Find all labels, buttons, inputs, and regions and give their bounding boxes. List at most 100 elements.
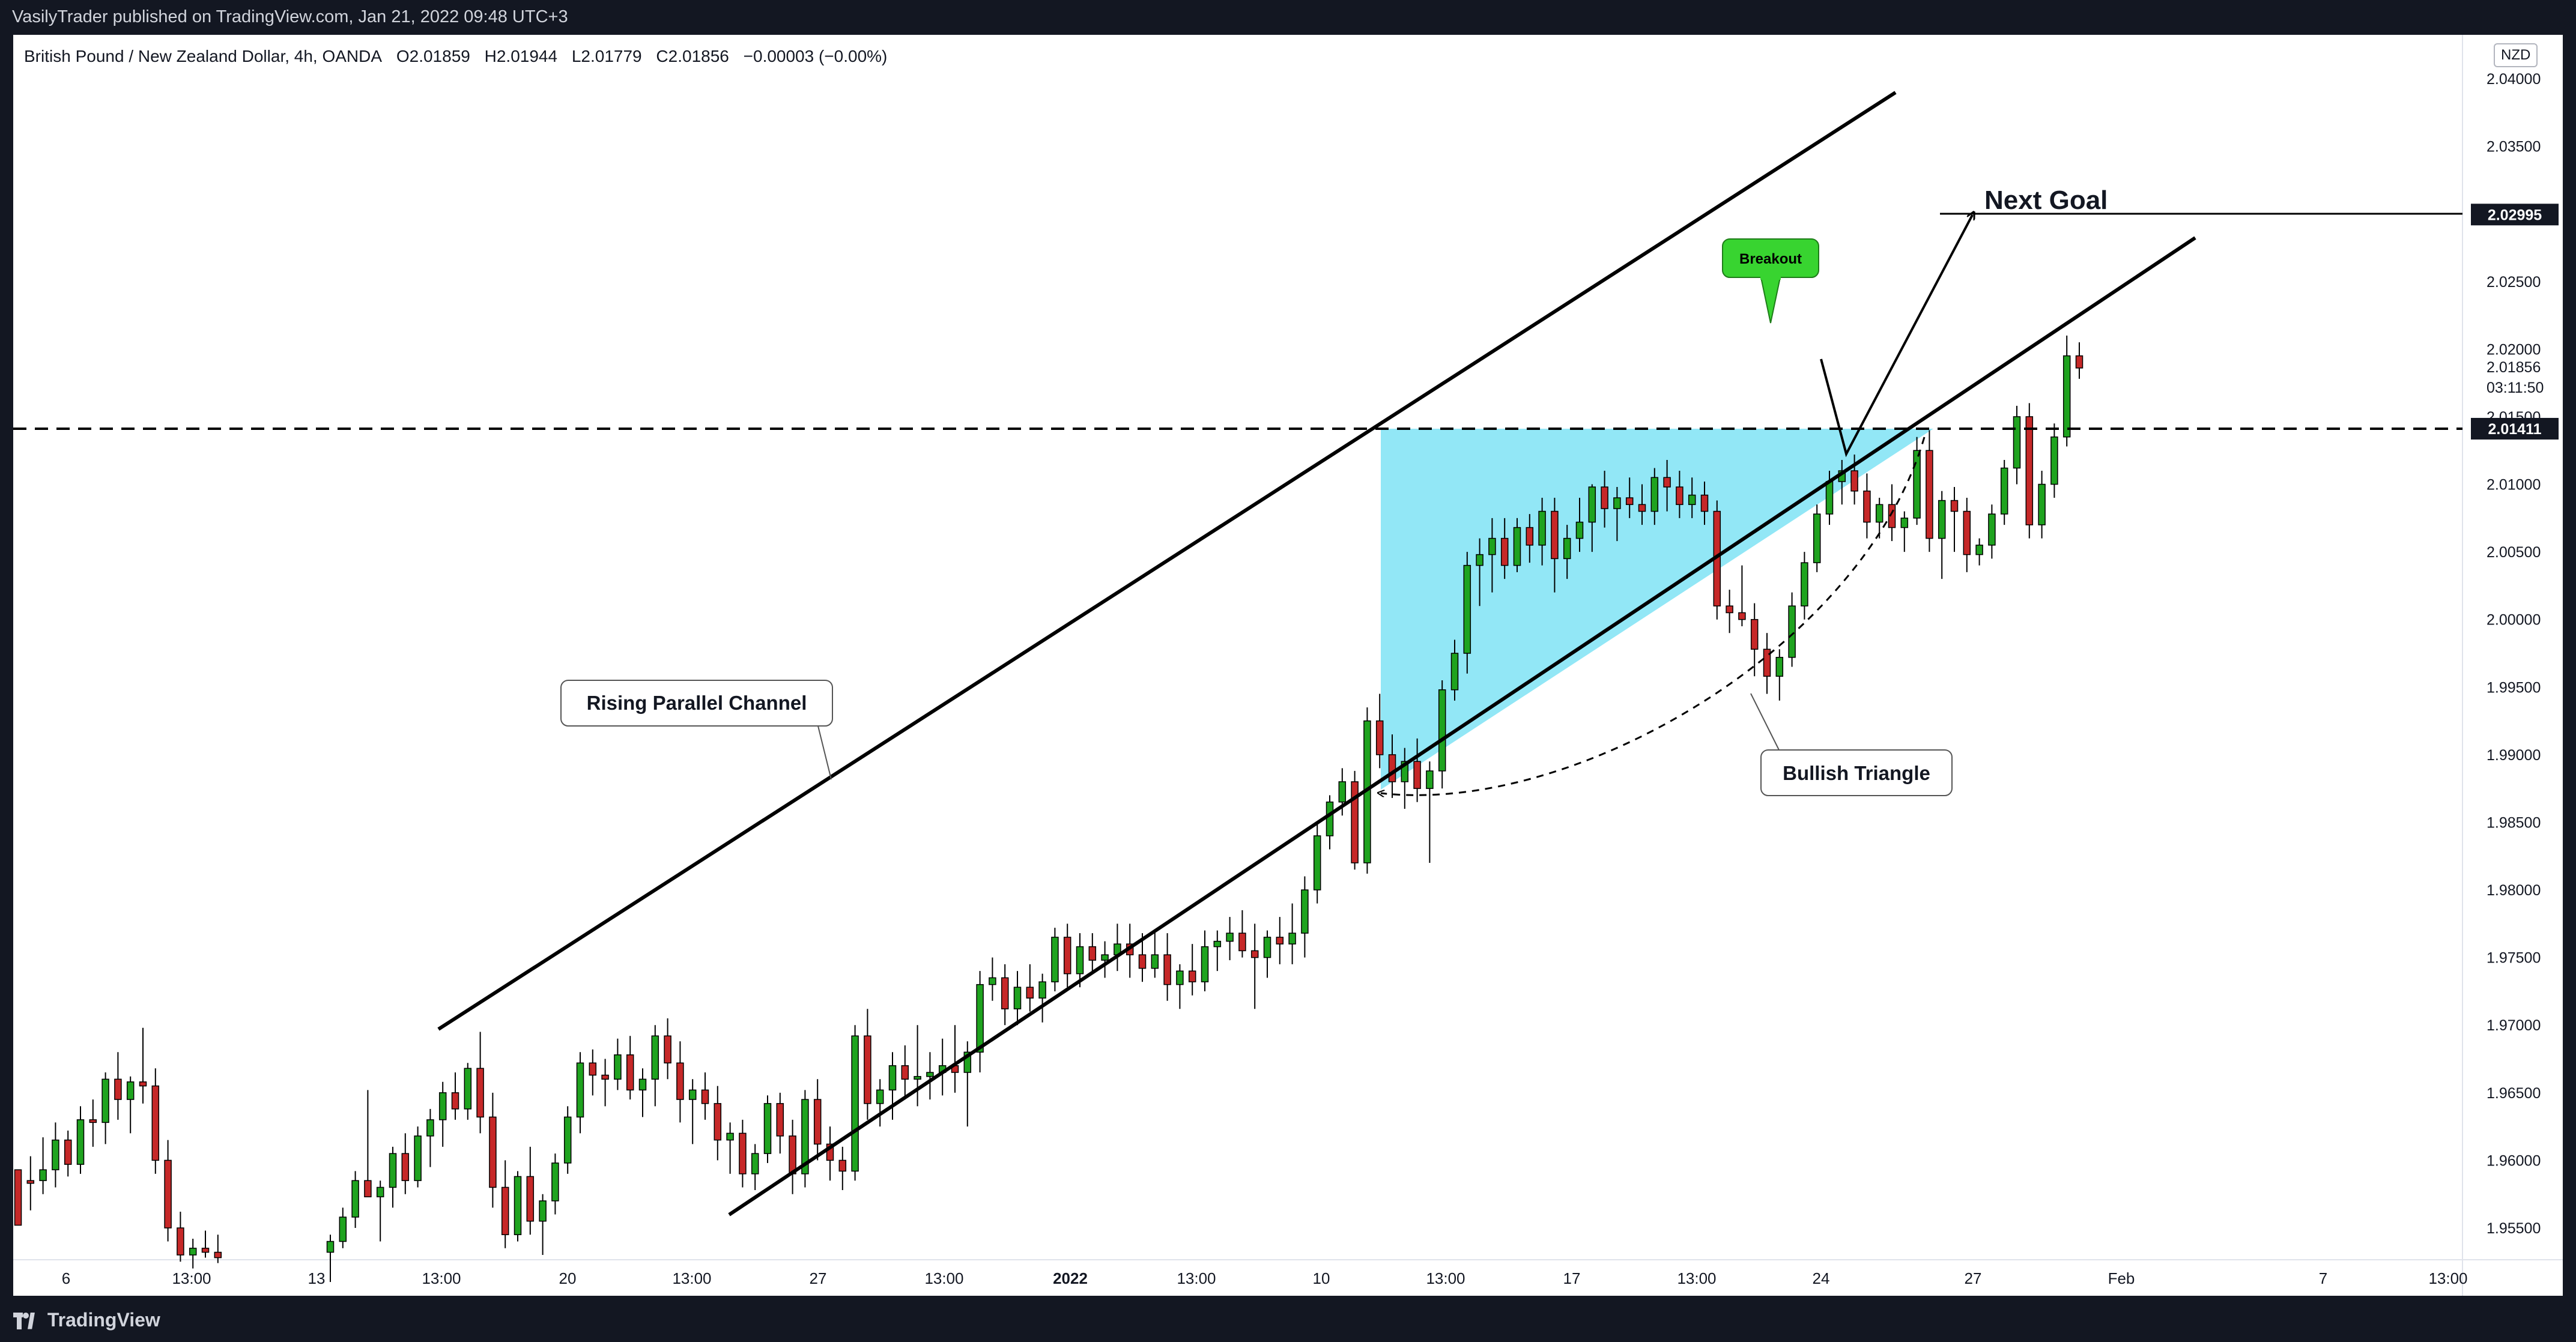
candle	[2038, 471, 2046, 539]
candle	[139, 1027, 147, 1104]
candle	[1201, 930, 1209, 991]
candle	[2075, 342, 2084, 379]
candle	[126, 1076, 135, 1134]
candle	[114, 1052, 122, 1120]
candle	[651, 1025, 659, 1107]
price-tags: 2.02995 2.01411	[2471, 204, 2559, 440]
time-axis[interactable]: 6 13:00 13 13:00 20 13:00 27 13:00 2022 13:00 10 13…	[62, 1269, 2468, 1287]
time-tick-label: 2022	[1053, 1269, 1088, 1287]
candle	[326, 1235, 335, 1283]
time-tick-label: 10	[1313, 1269, 1330, 1287]
time-tick-label: 24	[1813, 1269, 1830, 1287]
price-tick-label: 1.98000	[2487, 882, 2541, 899]
candle	[876, 1079, 884, 1127]
currency-badge[interactable]: NZD	[2494, 43, 2538, 67]
last-price-label: 2.01856	[2487, 359, 2541, 376]
time-tick-label: 13:00	[1426, 1269, 1465, 1287]
projection-arrow[interactable]	[1820, 215, 1972, 458]
countdown-label: 03:11:50	[2487, 379, 2544, 396]
candle	[1900, 511, 1909, 552]
candle	[1476, 538, 1483, 606]
candle	[926, 1052, 934, 1100]
candle	[563, 1106, 572, 1174]
candle	[801, 1090, 809, 1188]
candle	[763, 1095, 772, 1163]
candle	[351, 1171, 359, 1228]
channel-upper-line[interactable]	[437, 91, 1897, 1031]
candle	[539, 1194, 547, 1256]
price-chart[interactable]: Rising Parallel Channel Bullish Triangle…	[13, 35, 2563, 1296]
ohlc-open: O2.01859	[396, 47, 470, 65]
price-tick-label: 1.97000	[2487, 1017, 2541, 1034]
candle	[64, 1130, 72, 1177]
candle	[2000, 459, 2008, 525]
candle	[914, 1025, 921, 1107]
candle	[1650, 468, 1659, 525]
ohlc-low: L2.01779	[571, 47, 642, 65]
candle	[589, 1049, 597, 1096]
candle	[1026, 964, 1034, 1012]
candle	[989, 957, 996, 1001]
candle	[1813, 504, 1821, 572]
candle	[901, 1045, 909, 1100]
tradingview-logo[interactable]: TradingView	[13, 1309, 160, 1331]
candle	[1688, 477, 1696, 518]
candle	[1488, 518, 1496, 593]
candle	[1413, 738, 1421, 802]
chart-panel[interactable]: British Pound / New Zealand Dollar, 4h, …	[13, 35, 2563, 1296]
triangle-label: Bullish Triangle	[1783, 762, 1930, 784]
candle	[1775, 649, 1784, 701]
candle	[1076, 933, 1084, 988]
breakout-badge[interactable]: Breakout	[1722, 238, 1819, 324]
candle	[551, 1153, 559, 1215]
time-tick-label: 17	[1563, 1269, 1581, 1287]
time-tick-label: 13	[308, 1269, 326, 1287]
candle	[1176, 964, 1184, 1009]
channel-lower-line[interactable]	[728, 236, 2196, 1217]
ohlc-high: H2.01944	[484, 47, 558, 65]
time-tick-label: 13:00	[1177, 1269, 1216, 1287]
dashed-curve-arrow[interactable]	[1381, 437, 1926, 795]
candle	[1250, 923, 1259, 1009]
candle	[676, 1041, 684, 1123]
candle	[1426, 761, 1434, 863]
price-tick-label: 1.98500	[2487, 814, 2541, 831]
candle	[438, 1081, 447, 1147]
candle	[1151, 930, 1159, 978]
candle	[1288, 903, 1296, 964]
candle	[1551, 498, 1559, 593]
price-tick-label: 2.00000	[2487, 612, 2541, 629]
candle	[813, 1079, 822, 1161]
candle	[826, 1126, 834, 1181]
candle	[489, 1092, 497, 1208]
candle	[151, 1068, 160, 1174]
time-tick-label: Feb	[2108, 1269, 2135, 1287]
time-tick-label: 13:00	[924, 1269, 963, 1287]
candle	[26, 1156, 35, 1211]
candle	[1875, 498, 1884, 539]
ohlc-change: −0.00003 (−0.00%)	[743, 47, 888, 65]
candle	[401, 1133, 410, 1194]
candle	[851, 1025, 859, 1181]
candle	[164, 1140, 172, 1242]
candle	[1601, 471, 1608, 528]
price-tick-label: 1.99000	[2487, 747, 2541, 764]
triangle-callout[interactable]: Bullish Triangle	[1750, 693, 1953, 796]
candle	[1726, 590, 1733, 633]
next-goal-label: Next Goal	[1984, 186, 2108, 215]
candle	[701, 1072, 709, 1120]
breakout-label: Breakout	[1739, 251, 1802, 267]
candle	[1975, 538, 1983, 566]
candle	[102, 1072, 109, 1144]
symbol-name[interactable]: British Pound / New Zealand Dollar, 4h, …	[24, 47, 383, 65]
candle	[1163, 933, 1171, 1001]
price-axis[interactable]: 2.040002.035002.030002.025002.020002.015…	[2487, 71, 2541, 1237]
candle	[414, 1126, 422, 1188]
time-tick-label: 13:00	[422, 1269, 461, 1287]
channel-callout[interactable]: Rising Parallel Channel	[560, 680, 833, 780]
candle	[1563, 525, 1571, 579]
candle	[177, 1211, 184, 1262]
candle	[1613, 487, 1621, 542]
candle	[2050, 423, 2058, 498]
candle	[1438, 680, 1446, 789]
